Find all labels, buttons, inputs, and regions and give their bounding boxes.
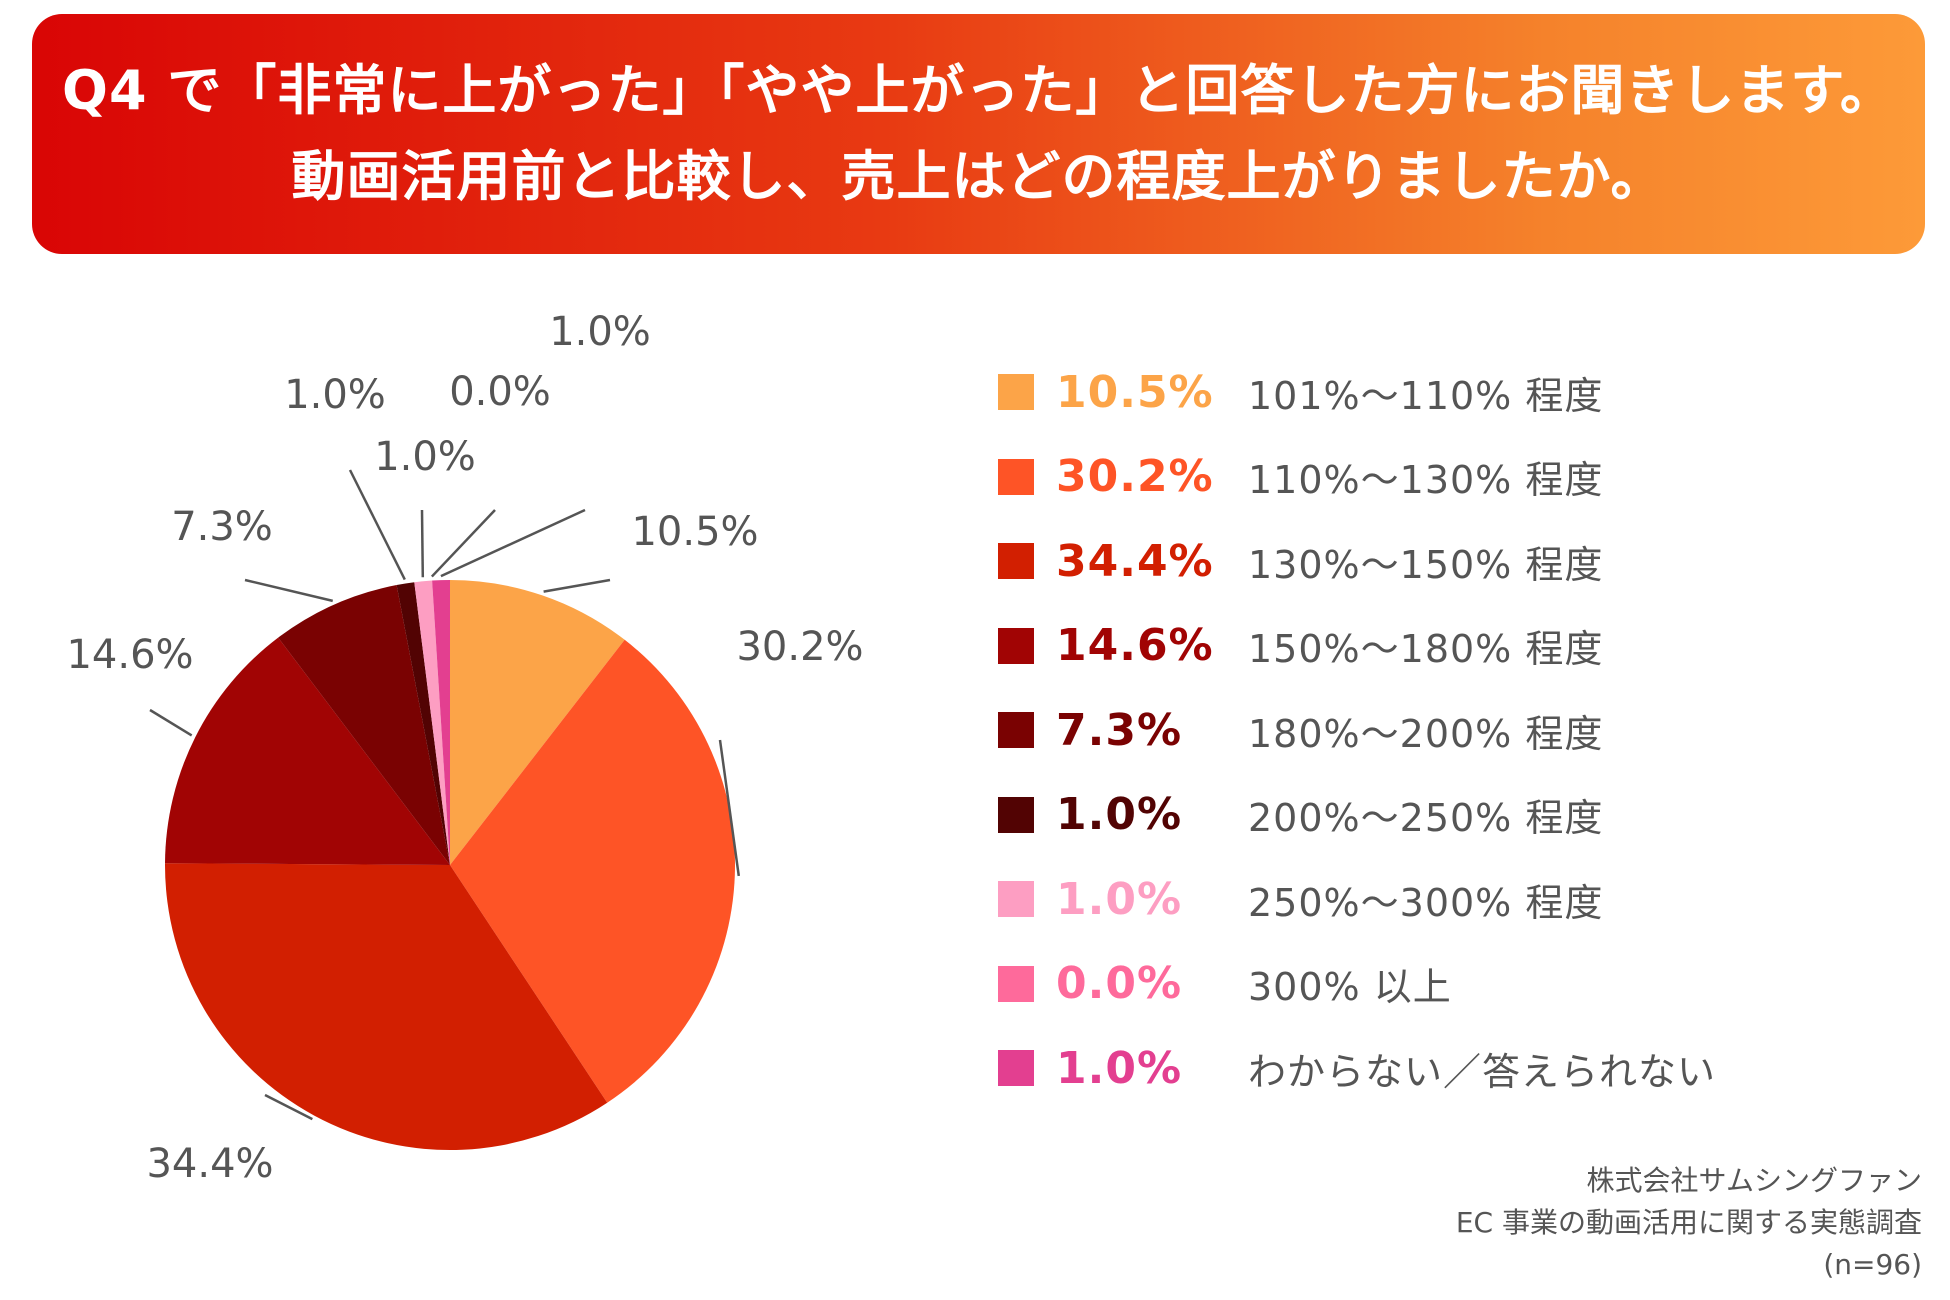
pie-slice-7 xyxy=(414,580,450,865)
data-label-4: 14.6% xyxy=(66,632,193,678)
leader-line-1 xyxy=(543,578,611,593)
legend-label: 110%～130% 程度 xyxy=(1248,458,1604,503)
pie-slice-5 xyxy=(278,585,450,865)
legend-label: 101%～110% 程度 xyxy=(1248,373,1604,418)
leader-line-4 xyxy=(149,708,193,737)
leader-line-9 xyxy=(440,508,586,578)
pie-slice-1 xyxy=(450,580,625,865)
pie-slice-6 xyxy=(396,582,450,865)
leader-line-8 xyxy=(430,509,496,578)
legend-swatch xyxy=(998,374,1034,411)
legend-label: 150%～180% 程度 xyxy=(1248,627,1604,672)
title-banner: Q4 で「非常に上がった」「やや上がった」と回答した方にお聞きします。 動画活用… xyxy=(32,14,1925,254)
data-label-8: 0.0% xyxy=(449,369,551,415)
legend-swatch xyxy=(998,712,1034,749)
legend-item: 10.5% 101%～110% 程度 xyxy=(998,350,1898,435)
legend-item: 1.0% 250%～300% 程度 xyxy=(998,857,1898,942)
title-line-1: Q4 で「非常に上がった」「やや上がった」と回答した方にお聞きします。 xyxy=(62,59,1895,122)
data-label-6: 1.0% xyxy=(284,372,386,418)
legend-label: わからない／答えられない xyxy=(1248,1049,1717,1094)
pie-slice-2 xyxy=(450,639,735,1103)
legend-swatch xyxy=(998,881,1034,918)
legend-percent: 1.0% xyxy=(1056,873,1183,925)
legend-swatch xyxy=(998,458,1034,495)
legend-swatch xyxy=(998,627,1034,664)
data-label-2: 30.2% xyxy=(736,624,863,670)
legend-percent: 10.5% xyxy=(1056,366,1214,418)
legend-label: 250%～300% 程度 xyxy=(1248,880,1604,925)
leader-line-7 xyxy=(420,509,425,578)
data-label-3: 34.4% xyxy=(146,1141,273,1187)
legend-percent: 7.3% xyxy=(1056,704,1183,756)
legend-item: 1.0% 200%～250% 程度 xyxy=(998,773,1898,858)
legend-swatch xyxy=(998,1050,1034,1087)
legend-percent: 34.4% xyxy=(1056,535,1214,587)
legend-percent: 14.6% xyxy=(1056,620,1214,672)
legend-label: 180%～200% 程度 xyxy=(1248,711,1604,756)
legend-item: 30.2% 110%～130% 程度 xyxy=(998,435,1898,520)
legend-item: 34.4% 130%～150% 程度 xyxy=(998,519,1898,604)
data-label-5: 7.3% xyxy=(171,504,273,550)
legend: 10.5% 101%～110% 程度 30.2% 110%～130% 程度 34.4% 1… xyxy=(998,350,1898,1111)
source-company: 株式会社サムシングファン xyxy=(1586,1164,1922,1197)
source-note: 株式会社サムシングファン EC 事業の動画活用に関する実態調査 (n=96) xyxy=(1456,1160,1922,1286)
legend-swatch xyxy=(998,965,1034,1002)
leader-line-5 xyxy=(244,578,334,603)
legend-label: 200%～250% 程度 xyxy=(1248,796,1604,841)
legend-label: 130%～150% 程度 xyxy=(1248,542,1604,587)
legend-label: 300% 以上 xyxy=(1248,965,1452,1010)
legend-item: 1.0% わからない／答えられない xyxy=(998,1026,1898,1111)
data-label-1: 10.5% xyxy=(631,509,758,555)
legend-percent: 30.2% xyxy=(1056,451,1214,503)
leader-line-6 xyxy=(348,469,406,581)
source-survey: EC 事業の動画活用に関する実態調査 xyxy=(1455,1206,1922,1239)
leader-line-2 xyxy=(718,739,741,877)
pie-slice-4 xyxy=(165,637,451,865)
legend-percent: 1.0% xyxy=(1056,1042,1183,1094)
pie-chart: 10.5% 30.2% 34.4% 14.6% 7.3% 1.0% 1.0% 0.0% 1.0% xyxy=(66,309,863,1187)
data-label-9: 1.0% xyxy=(549,309,651,355)
legend-percent: 0.0% xyxy=(1056,958,1183,1010)
pie-slice-3 xyxy=(165,863,608,1151)
legend-percent: 1.0% xyxy=(1056,789,1183,841)
legend-item: 14.6% 150%～180% 程度 xyxy=(998,604,1898,689)
leader-line-3 xyxy=(264,1093,313,1121)
legend-item: 0.0% 300% 以上 xyxy=(998,942,1898,1027)
title-line-2: 動画活用前と比較し、売上はどの程度上がりましたか。 xyxy=(291,145,1666,208)
data-label-7: 1.0% xyxy=(374,434,476,480)
legend-item: 7.3% 180%～200% 程度 xyxy=(998,688,1898,773)
pie-slice-9 xyxy=(432,580,450,865)
legend-swatch xyxy=(998,543,1034,580)
legend-swatch xyxy=(998,796,1034,833)
source-sample-size: (n=96) xyxy=(1823,1248,1922,1281)
